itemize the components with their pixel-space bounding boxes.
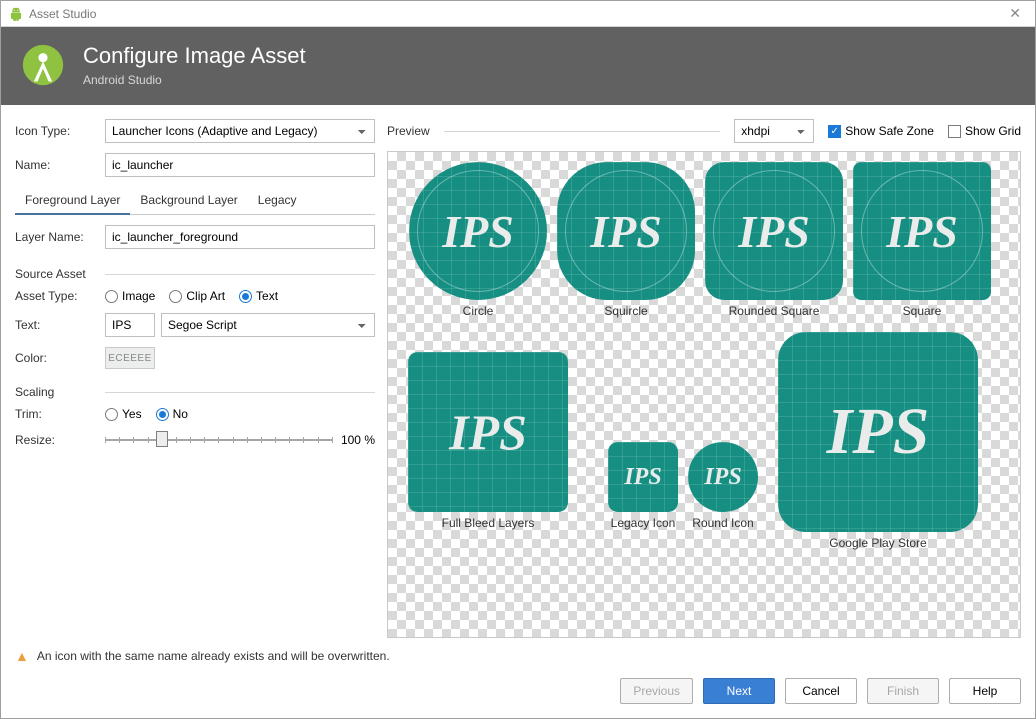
preview-tile: IPSRounded Square bbox=[704, 162, 844, 318]
preview-tile: IPSSquircle bbox=[556, 162, 696, 318]
preview-tile: IPSCircle bbox=[408, 162, 548, 318]
warning-icon: ▲ bbox=[15, 648, 29, 664]
name-input[interactable] bbox=[105, 153, 375, 177]
window: Asset Studio ✕ Configure Image Asset And… bbox=[0, 0, 1036, 719]
font-select[interactable]: Segoe Script bbox=[161, 313, 375, 337]
android-studio-icon bbox=[21, 43, 65, 87]
layer-name-input[interactable] bbox=[105, 225, 375, 249]
next-button[interactable]: Next bbox=[703, 678, 775, 704]
layer-tabs: Foreground Layer Background Layer Legacy bbox=[15, 187, 375, 215]
icon-type-label: Icon Type: bbox=[15, 124, 105, 138]
icon-type-select[interactable]: Launcher Icons (Adaptive and Legacy) bbox=[105, 119, 375, 143]
config-panel: Icon Type: Launcher Icons (Adaptive and … bbox=[15, 119, 375, 638]
warning-bar: ▲ An icon with the same name already exi… bbox=[1, 638, 1035, 670]
density-select[interactable]: xhdpi bbox=[734, 119, 814, 143]
color-swatch[interactable]: ECEEEE bbox=[105, 347, 155, 369]
cancel-button[interactable]: Cancel bbox=[785, 678, 857, 704]
show-grid-checkbox[interactable]: Show Grid bbox=[948, 124, 1021, 138]
titlebar: Asset Studio ✕ bbox=[1, 1, 1035, 27]
finish-button[interactable]: Finish bbox=[867, 678, 939, 704]
android-logo-icon bbox=[9, 7, 23, 21]
preview-tile: IPSGoogle Play Store bbox=[778, 332, 978, 550]
button-bar: Previous Next Cancel Finish Help bbox=[1, 670, 1035, 718]
warning-text: An icon with the same name already exist… bbox=[37, 649, 390, 663]
tab-background[interactable]: Background Layer bbox=[130, 187, 247, 214]
scaling-section: Scaling bbox=[15, 385, 375, 399]
name-label: Name: bbox=[15, 158, 105, 172]
asset-type-clipart[interactable]: Clip Art bbox=[169, 289, 225, 303]
preview-tile: IPSFull Bleed Layers bbox=[408, 352, 568, 530]
header-title: Configure Image Asset bbox=[83, 43, 306, 69]
text-input[interactable] bbox=[105, 313, 155, 337]
previous-button[interactable]: Previous bbox=[620, 678, 693, 704]
preview-label: Preview bbox=[387, 124, 430, 138]
asset-type-image[interactable]: Image bbox=[105, 289, 155, 303]
help-button[interactable]: Help bbox=[949, 678, 1021, 704]
show-safe-zone-checkbox[interactable]: ✓Show Safe Zone bbox=[828, 124, 934, 138]
layer-name-label: Layer Name: bbox=[15, 230, 105, 244]
text-label: Text: bbox=[15, 318, 105, 332]
tab-legacy[interactable]: Legacy bbox=[248, 187, 307, 214]
trim-yes[interactable]: Yes bbox=[105, 407, 142, 421]
asset-type-text[interactable]: Text bbox=[239, 289, 278, 303]
header: Configure Image Asset Android Studio bbox=[1, 27, 1035, 105]
trim-label: Trim: bbox=[15, 407, 105, 421]
window-title: Asset Studio bbox=[29, 7, 96, 21]
close-icon[interactable]: ✕ bbox=[1003, 5, 1027, 22]
preview-tile: IPSRound Icon bbox=[668, 442, 778, 530]
header-subtitle: Android Studio bbox=[83, 73, 306, 87]
asset-type-label: Asset Type: bbox=[15, 289, 105, 303]
resize-value: 100 % bbox=[341, 433, 375, 447]
preview-area: IPSCircleIPSSquircleIPSRounded SquareIPS… bbox=[387, 151, 1021, 638]
trim-no[interactable]: No bbox=[156, 407, 188, 421]
color-label: Color: bbox=[15, 351, 105, 365]
resize-label: Resize: bbox=[15, 433, 105, 447]
resize-slider[interactable] bbox=[105, 431, 333, 449]
source-asset-section: Source Asset bbox=[15, 267, 375, 281]
tab-foreground[interactable]: Foreground Layer bbox=[15, 187, 130, 215]
preview-panel: Preview xhdpi ✓Show Safe Zone Show Grid … bbox=[387, 119, 1021, 638]
preview-tile: IPSSquare bbox=[852, 162, 992, 318]
